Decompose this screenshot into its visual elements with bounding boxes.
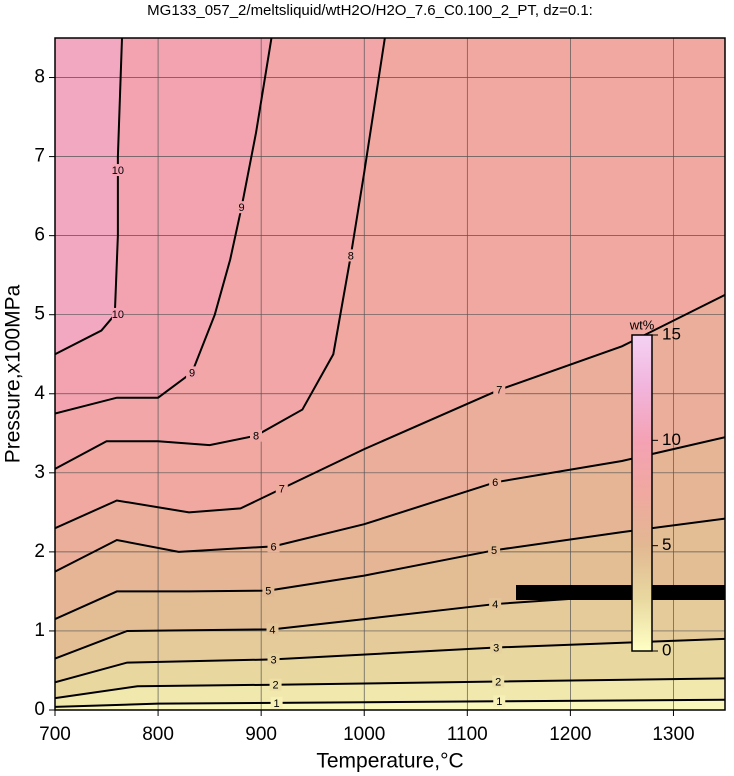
x-tick-label: 700: [39, 724, 71, 745]
contour-label-bg: [270, 696, 283, 709]
y-tick-label: 3: [34, 462, 45, 483]
contour-label: 3: [270, 654, 276, 666]
contour-label: 10: [112, 309, 124, 321]
contour-label-bg: [111, 164, 124, 177]
contour-label-bg: [492, 675, 505, 688]
contour-label: 7: [496, 385, 502, 397]
contour-label-bg: [186, 366, 199, 379]
contour-label-bg: [489, 598, 502, 611]
x-tick-label: 800: [142, 724, 174, 745]
x-axis-label: Temperature,°C: [316, 750, 463, 773]
colorbar-tick-label: 15: [662, 324, 681, 343]
contour-label: 4: [492, 599, 498, 611]
contour-label-bg: [489, 476, 502, 489]
contour-label-bg: [488, 544, 501, 557]
contour-label-bg: [275, 482, 288, 495]
contour-label: 5: [265, 586, 271, 598]
contour-line: [55, 38, 386, 470]
artifact-bar: [516, 585, 725, 600]
contour-label: 6: [492, 477, 498, 489]
colorbar-tick-label: 10: [662, 430, 681, 449]
y-tick-label: 6: [34, 225, 45, 246]
contour-field: 10 10 9 9 8 8 7 7 6 6 5 5 4 4 3 3 2 2 1 1: [55, 38, 725, 710]
contour-label-bg: [266, 623, 279, 636]
contour-label: 9: [239, 202, 245, 214]
contour-label-bg: [235, 201, 248, 214]
contour-label-bg: [267, 653, 280, 666]
contour-label: 8: [253, 431, 259, 443]
contour-label: 8: [348, 250, 354, 262]
contour-label-bg: [344, 249, 357, 262]
y-tick-label: 2: [34, 541, 45, 562]
contour-line: [55, 436, 725, 573]
contour-label: 5: [491, 545, 497, 557]
plot-frame: [54, 37, 726, 711]
chart-title: MG133_057_2/meltsliquid/wtH2O/H2O_7.6_C0…: [147, 2, 593, 19]
contour-line: [55, 517, 725, 620]
colorbar-label: wt%: [629, 317, 655, 332]
colorbar-tick-label: 0: [662, 640, 671, 659]
y-tick-label: 8: [34, 67, 45, 88]
contour-label: 3: [493, 642, 499, 654]
contour-label: 2: [495, 676, 501, 688]
contour-label-bg: [111, 307, 124, 320]
y-tick-label: 4: [34, 383, 45, 404]
contour-label: 2: [273, 680, 279, 692]
x-tick-label: 900: [245, 724, 277, 745]
contour-label: 4: [269, 624, 275, 636]
contour-label-bg: [250, 429, 262, 442]
y-tick-label: 7: [34, 146, 45, 167]
contour-label-bg: [269, 678, 282, 691]
x-tick-label: 1000: [343, 724, 385, 745]
y-tick-label: 5: [34, 304, 45, 325]
contour-label-bg: [262, 584, 275, 597]
contour-label-bg: [493, 695, 506, 708]
contour-label-bg: [493, 383, 506, 396]
contour-label: 1: [274, 698, 280, 710]
contour-label: 9: [189, 367, 195, 379]
x-tick-label: 1300: [652, 724, 694, 745]
contour-label-bg: [267, 540, 280, 553]
contour-label: 1: [496, 696, 502, 708]
contour-label: 6: [270, 541, 276, 553]
x-tick-label: 1100: [447, 724, 488, 745]
contour-band: [55, 699, 725, 710]
contour-line: [55, 38, 123, 356]
contour-label: 10: [112, 165, 124, 177]
y-axis-label: Pressure,x100MPa: [2, 284, 25, 463]
x-tick-label: 1200: [549, 724, 591, 745]
contour-label-bg: [490, 641, 503, 654]
colorbar: [631, 334, 653, 652]
contour-label: 7: [279, 484, 285, 496]
contour-line: [55, 38, 273, 415]
y-tick-label: 0: [34, 699, 45, 720]
y-tick-label: 1: [34, 620, 45, 641]
colorbar-tick-label: 5: [662, 535, 671, 554]
